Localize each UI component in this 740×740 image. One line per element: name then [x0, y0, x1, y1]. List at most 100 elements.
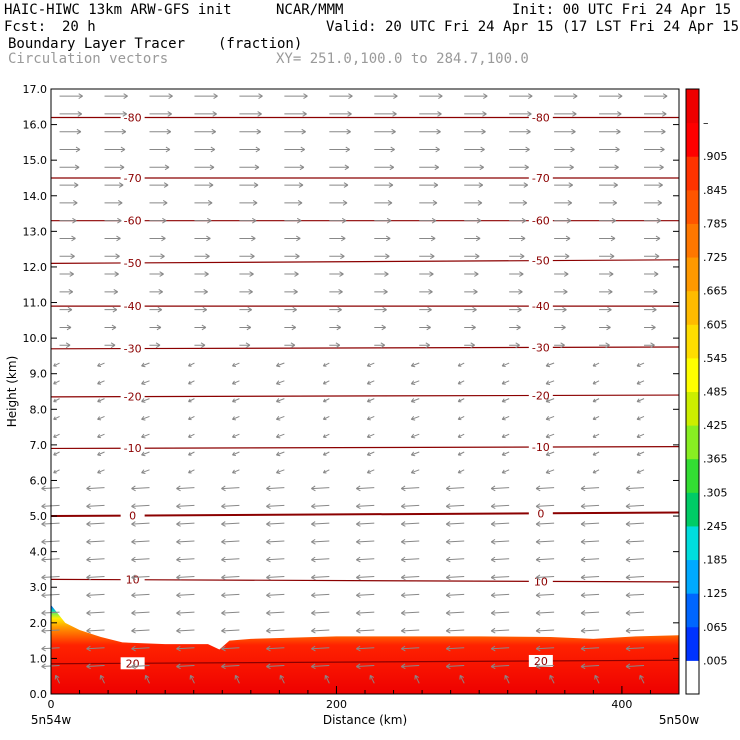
wind-vector [231, 362, 240, 368]
wind-vector [188, 398, 195, 403]
wind-vector [266, 627, 285, 634]
wind-vector [266, 610, 285, 616]
wind-vector [239, 217, 257, 224]
wind-vector [104, 306, 118, 313]
wind-vector [554, 289, 568, 295]
wind-vector [284, 146, 306, 153]
wind-vector [580, 503, 600, 509]
wind-vector [194, 342, 206, 349]
wind-vector [311, 627, 330, 634]
wind-vector [329, 164, 350, 171]
wind-vector [464, 271, 479, 277]
wind-vector [239, 128, 261, 135]
wind-vector [329, 93, 353, 99]
wind-vector [535, 627, 555, 634]
wind-vector [231, 398, 240, 403]
wind-vector [231, 380, 240, 385]
wind-vector [59, 306, 73, 313]
y-tick-label: 14.0 [23, 190, 48, 203]
wind-vector [400, 663, 420, 670]
wind-vector [329, 200, 348, 206]
wind-vector [644, 271, 659, 277]
wind-vector [504, 674, 510, 684]
wind-vector [311, 645, 330, 652]
wind-vector [592, 380, 600, 385]
wind-vector [149, 324, 162, 331]
wind-vector [59, 324, 72, 331]
wind-vector [644, 235, 661, 242]
isotherm-0 [50, 511, 680, 518]
wind-vector [374, 306, 387, 313]
wind-vector [580, 521, 600, 527]
wind-vector [625, 592, 645, 598]
wind-vector [509, 182, 529, 188]
wind-vector [284, 200, 303, 206]
wind-vector [366, 398, 375, 403]
wind-vector [141, 380, 150, 386]
org-label: NCAR/MMM [276, 2, 344, 18]
wind-vector [419, 289, 433, 295]
wind-vector [149, 182, 169, 188]
colorbar-swatch [686, 593, 699, 628]
wind-vector [410, 362, 420, 368]
colorbar-swatch [686, 425, 699, 460]
wind-vector [86, 663, 105, 670]
wind-vector [599, 111, 622, 117]
wind-vector [554, 253, 570, 260]
wind-vector [104, 253, 120, 260]
wind-vector [53, 398, 60, 403]
wind-vector [580, 645, 600, 652]
wind-vector [284, 217, 302, 224]
wind-vector [400, 521, 420, 527]
y-tick-label: 1.0 [30, 652, 48, 665]
wind-vector [545, 398, 555, 403]
wind-vector [554, 306, 567, 313]
init-time: Init: 00 UTC Fri 24 Apr 15 [512, 2, 732, 18]
wind-vector [141, 398, 150, 403]
wind-vector [599, 146, 620, 153]
wind-vector [535, 538, 555, 545]
isotherm-label: -10 [532, 441, 550, 454]
wind-vector [410, 469, 420, 475]
wind-vector [266, 592, 285, 598]
wind-vector [311, 592, 330, 598]
wind-vector [636, 451, 645, 456]
wind-vector [329, 289, 343, 295]
colorbar-label: .545 [703, 352, 728, 365]
wind-vector [141, 415, 150, 421]
wind-vector [284, 182, 304, 188]
wind-vector [329, 324, 342, 331]
wind-vector [266, 521, 285, 527]
wind-vector [457, 398, 465, 403]
wind-vector [509, 289, 523, 295]
wind-vector [599, 182, 618, 188]
wind-vector [445, 556, 465, 563]
wind-vector [501, 433, 510, 439]
y-tick-label: 2.0 [30, 617, 48, 630]
colorbar-label: .005 [703, 654, 728, 667]
wind-vector [194, 306, 208, 313]
wind-vector [644, 164, 664, 171]
wind-vector [231, 433, 240, 439]
wind-vector [176, 574, 195, 581]
wind-vector [625, 610, 645, 616]
field-name: Boundary Layer Tracer [8, 36, 186, 52]
wind-vector [54, 674, 61, 684]
wind-vector [97, 362, 105, 368]
wind-vector [221, 556, 240, 563]
wind-vector [580, 574, 600, 581]
forecast-hour: 20 h [62, 19, 96, 35]
wind-vector [194, 146, 216, 153]
wind-vector [231, 451, 240, 456]
wind-vector [445, 592, 465, 598]
isotherm-minus10 [50, 446, 680, 450]
wind-vector [580, 538, 600, 545]
y-tick-label: 4.0 [30, 546, 48, 559]
colorbar-label: .365 [703, 453, 728, 466]
isotherm-label: -10 [124, 442, 142, 455]
colorbar-swatch [686, 189, 699, 224]
wind-vector [176, 538, 195, 545]
wind-vector [445, 627, 465, 634]
wind-vector [509, 200, 528, 206]
wind-vector [59, 200, 78, 206]
